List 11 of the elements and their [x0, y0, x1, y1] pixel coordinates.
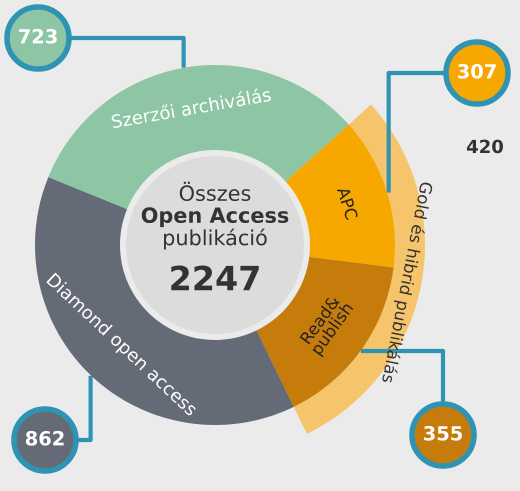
donut-slice: [35, 177, 294, 425]
data-label: 862: [26, 430, 64, 446]
slice-label: Szerzői archiválás: [110, 86, 272, 128]
text: 2247: [171, 265, 259, 290]
text: 420: [466, 140, 503, 154]
text: Gold és hibrid publikálás: [378, 180, 434, 384]
data-label: 723: [19, 28, 57, 44]
data-label: 355: [424, 426, 462, 441]
text: Összes Open Access publikáció: [142, 182, 288, 250]
slice-label: APC: [336, 186, 358, 220]
data-label: 307: [458, 64, 496, 79]
